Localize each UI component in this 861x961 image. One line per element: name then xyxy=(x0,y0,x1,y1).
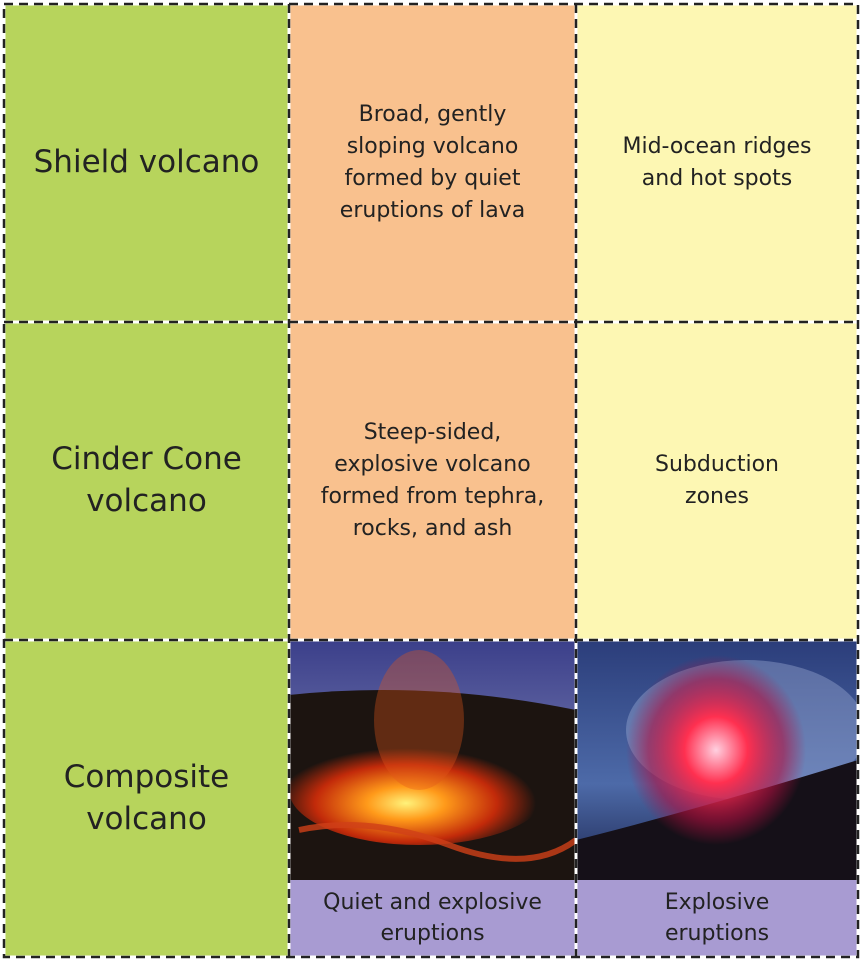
cell: Steep-sided, explosive volcano formed fr… xyxy=(289,322,576,640)
cell: Explosive eruptions xyxy=(576,880,858,957)
volcano-type: Shield volcano xyxy=(33,144,260,181)
location: Mid-ocean ridges and hot spots xyxy=(622,134,812,191)
eruption-type: Quiet and explosive eruptions xyxy=(323,889,542,946)
description: Steep-sided, explosive volcano formed fr… xyxy=(320,420,545,541)
cell: Composite volcano xyxy=(4,640,289,957)
volcano-type: Composite volcano xyxy=(63,758,230,837)
cell: Mid-ocean ridges and hot spots xyxy=(576,4,858,322)
cell: Cinder Cone volcano xyxy=(4,322,289,640)
explosion-photo xyxy=(576,640,858,880)
eruption-type: Explosive eruptions xyxy=(664,889,770,946)
lava-photo xyxy=(289,640,576,880)
volcano-type: Cinder Cone volcano xyxy=(51,441,242,519)
cell: Quiet and explosive eruptions xyxy=(289,880,576,957)
description: Broad, gently sloping volcano formed by … xyxy=(339,102,526,223)
cell: Broad, gently sloping volcano formed by … xyxy=(289,4,576,322)
cell: Shield volcano xyxy=(4,4,289,322)
location: Subduction zones xyxy=(654,452,780,509)
cell: Subduction zones xyxy=(576,322,858,640)
